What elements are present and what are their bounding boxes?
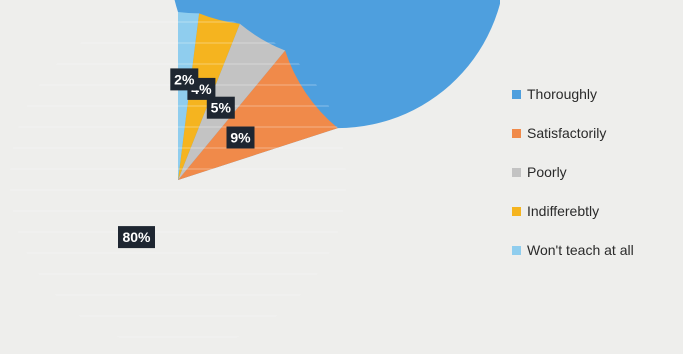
pie-slices: [174, 0, 500, 180]
pie-slice-satisfactorily: [178, 50, 338, 180]
legend-item-thoroughly: Thoroughly: [512, 86, 680, 102]
legend-item-poorly: Poorly: [512, 164, 680, 180]
data-label-text: 80%: [122, 229, 151, 245]
data-label-wont-teach-at-all: 2%: [170, 68, 199, 91]
legend-swatch: [512, 89, 521, 99]
legend-swatch: [512, 128, 521, 138]
data-label-text: 2%: [174, 71, 195, 87]
legend-label: Poorly: [527, 164, 567, 180]
legend-item-satisfactorily: Satisfactorily: [512, 125, 680, 141]
legend-swatch: [512, 206, 521, 216]
data-label-box: [170, 68, 199, 91]
data-label-text: 9%: [230, 130, 251, 146]
legend-item-wont-teach-at-all: Won't teach at all: [512, 242, 680, 258]
data-label-box: [118, 226, 155, 249]
legend: Thoroughly Satisfactorily Poorly Indiffe…: [512, 86, 680, 281]
legend-label: Won't teach at all: [527, 242, 634, 258]
data-label-satisfactorily: 9%: [226, 126, 255, 149]
legend-item-indifferebtly: Indifferebtly: [512, 203, 680, 219]
legend-swatch: [512, 167, 521, 177]
legend-label: Satisfactorily: [527, 125, 607, 141]
data-label-text: 5%: [211, 100, 232, 116]
data-label-box: [226, 126, 255, 149]
pie-texture: [10, 21, 346, 338]
pie-plot-area: 80%9%5%4%2%: [10, 0, 500, 338]
legend-label: Indifferebtly: [527, 203, 600, 219]
data-label-thoroughly: 80%: [118, 226, 155, 249]
data-label-poorly: 5%: [206, 96, 235, 119]
data-label-box: [206, 96, 235, 119]
legend-label: Thoroughly: [527, 86, 598, 102]
legend-swatch: [512, 245, 521, 255]
pie-data-labels: 80%9%5%4%2%: [118, 68, 255, 249]
